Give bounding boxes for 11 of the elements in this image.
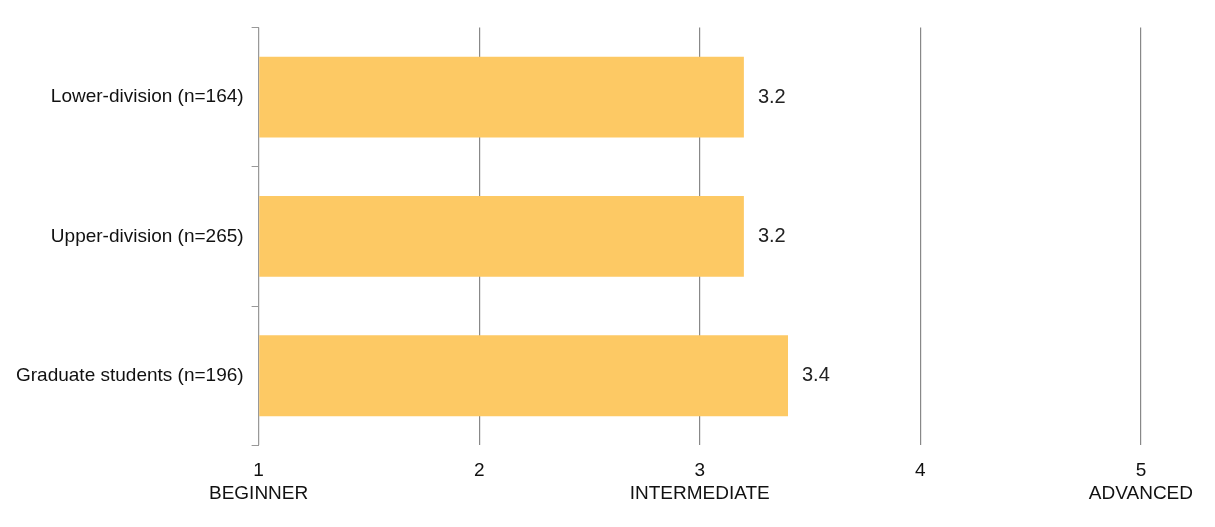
data-label: 3.4 [802,363,830,386]
x-tick-label: 5 ADVANCED [1088,459,1193,503]
x-tick-label: 2 [473,459,485,481]
x-tick-label: 3 INTERMEDIATE [629,459,770,503]
y-tick-label: Upper-division (n=265) [50,224,244,246]
x-tick-label: 1 BEGINNER [208,459,309,503]
y-tick-label: Graduate students (n=196) [15,363,244,385]
x-tick-label: 4 [915,459,927,481]
y-tick-label: Lower-division (n=164) [50,85,244,107]
data-label: 3.2 [757,223,786,246]
data-label: 3.2 [757,84,786,107]
